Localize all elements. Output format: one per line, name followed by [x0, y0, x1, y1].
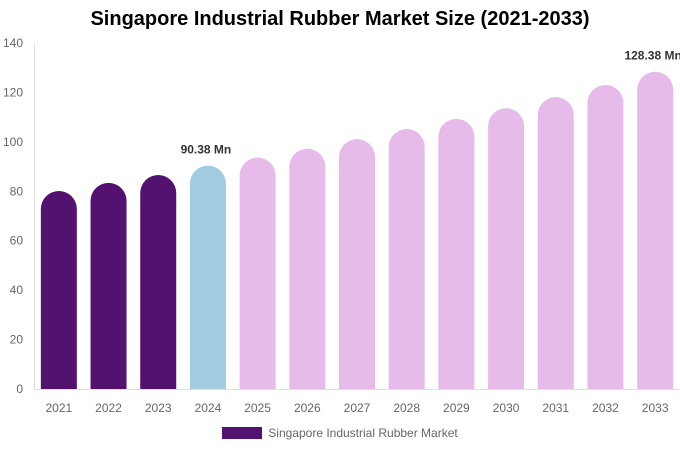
bar-2033 [637, 71, 674, 389]
x-tick-label: 2022 [95, 401, 122, 415]
x-tick-label: 2030 [493, 401, 520, 415]
y-tick-label: 100 [3, 135, 23, 149]
bar-2024 [189, 165, 226, 389]
bar-2031 [537, 97, 574, 390]
x-tick-label: 2028 [393, 401, 420, 415]
x-tick-label: 2033 [642, 401, 669, 415]
bar-2025 [239, 157, 276, 389]
data-label-2033: 128.38 Mn [624, 49, 680, 63]
y-tick-label: 60 [10, 234, 24, 248]
y-tick-label: 40 [10, 283, 24, 297]
x-tick-label: 2032 [592, 401, 619, 415]
x-tick-label: 2026 [294, 401, 321, 415]
bar-2029 [438, 118, 475, 390]
x-tick-label: 2027 [344, 401, 371, 415]
legend-swatch [222, 427, 263, 439]
data-label-2024: 90.38 Mn [181, 143, 232, 157]
y-tick-label: 140 [3, 36, 23, 50]
x-tick-label: 2023 [145, 401, 172, 415]
bar-2032 [587, 85, 624, 389]
bar-2022 [90, 182, 127, 389]
y-tick-label: 0 [16, 382, 23, 396]
bar-2027 [339, 139, 375, 389]
bar-2026 [289, 148, 326, 389]
legend-label: Singapore Industrial Rubber Market [268, 426, 458, 440]
x-tick-label: 2029 [443, 401, 470, 415]
y-tick-label: 120 [3, 85, 23, 99]
bar-2028 [388, 129, 425, 389]
y-tick-label: 80 [10, 184, 24, 198]
bar-2021 [40, 191, 77, 389]
y-tick-label: 20 [10, 333, 24, 347]
x-tick-label: 2024 [195, 401, 222, 415]
x-tick-label: 2025 [244, 401, 271, 415]
legend: Singapore Industrial Rubber Market [0, 426, 680, 440]
bar-2030 [488, 108, 525, 389]
bar-2023 [140, 174, 177, 389]
x-tick-label: 2031 [542, 401, 569, 415]
x-tick-label: 2021 [45, 401, 72, 415]
chart-title: Singapore Industrial Rubber Market Size … [90, 8, 590, 30]
